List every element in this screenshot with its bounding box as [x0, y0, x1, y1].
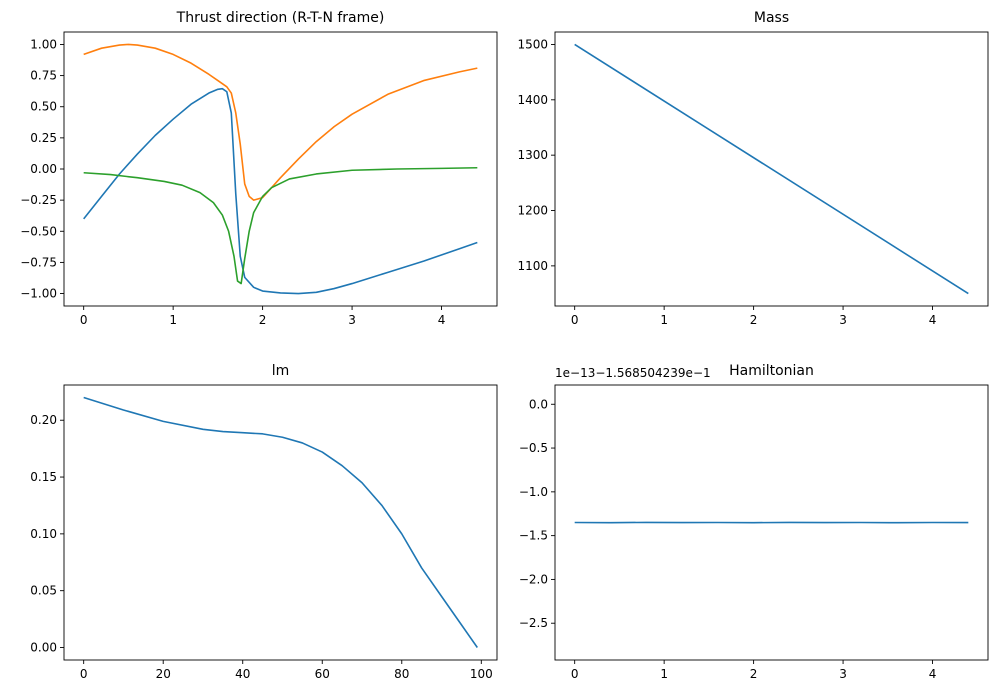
lm-title: lm — [272, 363, 290, 379]
chart-hamiltonian: Hamiltonian 1e−13−1.568504239e−1 0 1 2 3 4 −2.5… — [519, 363, 989, 681]
thrust-direction-x-tick-label: 4 — [438, 313, 446, 327]
thrust-direction-series-line-1 — [83, 87, 478, 295]
lm-y-tick-label: 0.10 — [30, 527, 57, 541]
thrust-direction-x-tick-label: 2 — [259, 313, 267, 327]
thrust-direction-y-tick-label: 0.50 — [30, 100, 57, 114]
mass-y-tick-label: 1500 — [517, 37, 548, 51]
thrust-direction-x-tick-label: 3 — [348, 313, 356, 327]
lm-x-tick-label: 40 — [235, 667, 250, 681]
mass-y-tick-label: 1100 — [517, 259, 548, 273]
mass-y-tick-label: 1200 — [517, 204, 548, 218]
lm-x-tick-label: 80 — [394, 667, 409, 681]
thrust-direction-y-tick-label: 1.00 — [30, 37, 57, 51]
hamiltonian-y-tick-label: −1.0 — [519, 485, 548, 499]
thrust-direction-y-tick-label: −1.00 — [20, 287, 57, 301]
thrust-direction-series-line-2 — [83, 43, 478, 201]
lm-x-tick-label: 60 — [315, 667, 330, 681]
lm-x-tick-label: 0 — [80, 667, 88, 681]
lm-y-tick-label: 0.05 — [30, 584, 57, 598]
hamiltonian-y-tick-label: −0.5 — [519, 441, 548, 455]
hamiltonian-x-tick-label: 2 — [750, 667, 758, 681]
thrust-direction-series-line-3 — [83, 166, 478, 285]
chart-thrust-direction: Thrust direction (R-T-N frame) 0 1 2 3 4 −1.00… — [20, 10, 498, 327]
hamiltonian-y-tick-label: −2.5 — [519, 616, 548, 630]
thrust-direction-y-tick-label: 0.25 — [30, 131, 57, 145]
lm-x-tick-label: 20 — [156, 667, 171, 681]
hamiltonian-y-tick-label: 0.0 — [529, 397, 548, 411]
thrust-direction-x-tick-label: 1 — [169, 313, 177, 327]
thrust-direction-x-tick-label: 0 — [80, 313, 88, 327]
hamiltonian-offset-label: 1e−13−1.568504239e−1 — [555, 366, 711, 380]
thrust-direction-y-tick-label: −0.50 — [20, 224, 57, 238]
thrust-direction-y-tick-label: −0.25 — [20, 193, 57, 207]
mass-y-tick-label: 1400 — [517, 93, 548, 107]
hamiltonian-title: Hamiltonian — [729, 363, 814, 379]
mass-x-tick-label: 2 — [750, 313, 758, 327]
hamiltonian-x-tick-label: 0 — [571, 667, 579, 681]
mass-x-tick-label: 4 — [929, 313, 937, 327]
mass-x-tick-label: 3 — [839, 313, 847, 327]
thrust-direction-y-tick-label: −0.75 — [20, 255, 57, 269]
lm-x-tick-label: 100 — [470, 667, 493, 681]
lm-y-tick-label: 0.15 — [30, 470, 57, 484]
hamiltonian-x-tick-label: 1 — [660, 667, 668, 681]
mass-series-line-1 — [574, 43, 969, 295]
chart-lm: lm 0 20 40 60 80 100 0.00 0.05 0.10 0.15 0.20 — [30, 363, 498, 681]
thrust-direction-title: Thrust direction (R-T-N frame) — [176, 10, 385, 26]
thrust-direction-y-tick-label: 0.75 — [30, 69, 57, 83]
lm-y-tick-label: 0.00 — [30, 641, 57, 655]
hamiltonian-x-tick-label: 4 — [929, 667, 937, 681]
mass-title: Mass — [754, 10, 789, 26]
thrust-direction-y-tick-label: 0.00 — [30, 162, 57, 176]
hamiltonian-x-tick-label: 3 — [839, 667, 847, 681]
mass-x-tick-label: 1 — [660, 313, 668, 327]
chart-mass: Mass 0 1 2 3 4 1100 1200 1300 1400 1500 — [517, 10, 989, 327]
lm-y-tick-label: 0.20 — [30, 413, 57, 427]
hamiltonian-y-tick-label: −1.5 — [519, 529, 548, 543]
lm-series-line-1 — [83, 396, 478, 648]
lm-axes-frame — [63, 384, 498, 661]
hamiltonian-y-tick-label: −2.0 — [519, 572, 548, 586]
mass-y-tick-label: 1300 — [517, 148, 548, 162]
mass-x-tick-label: 0 — [571, 313, 579, 327]
